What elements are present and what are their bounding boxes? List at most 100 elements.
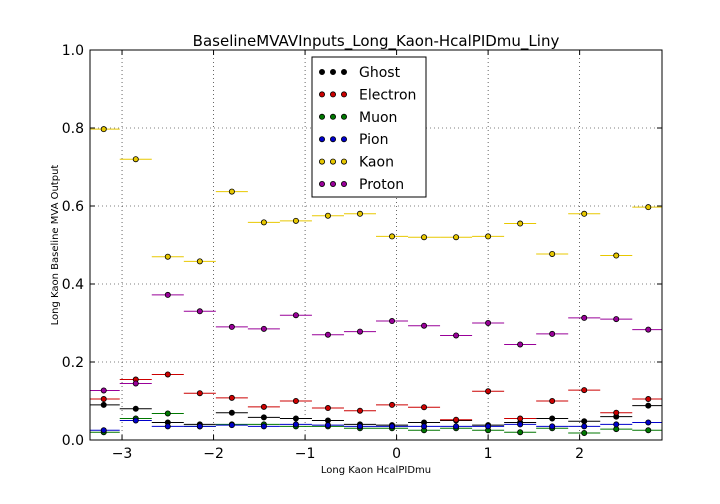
data-point-pion <box>356 423 363 430</box>
legend-label-proton: Proton <box>359 177 404 193</box>
data-point-electron <box>421 404 428 411</box>
data-point-electron <box>164 371 171 378</box>
data-point-electron <box>292 397 299 404</box>
data-point-kaon <box>100 126 107 133</box>
data-point-electron <box>228 394 235 401</box>
data-point-electron <box>453 416 460 423</box>
legend: Ghost Electron Muon Pion Kaon Proton <box>311 56 427 198</box>
legend-item-kaon: Kaon <box>318 155 394 171</box>
data-point-proton <box>613 316 620 323</box>
data-point-proton <box>132 380 139 387</box>
data-point-electron <box>389 401 396 408</box>
legend-marker-kaon <box>340 158 347 165</box>
x-tick-label: −3 <box>112 446 133 462</box>
legend-marker-proton <box>318 180 325 187</box>
y-tick-label: 0.8 <box>62 121 84 137</box>
legend-label-muon: Muon <box>359 110 397 126</box>
data-point-electron <box>549 397 556 404</box>
data-point-pion <box>164 423 171 430</box>
data-point-proton <box>389 318 396 325</box>
data-point-kaon <box>645 204 652 211</box>
data-point-pion <box>485 423 492 430</box>
data-point-proton <box>645 326 652 333</box>
x-tick-label: 2 <box>575 446 584 462</box>
legend-marker-ghost <box>318 69 325 76</box>
legend-marker-ghost <box>329 69 336 76</box>
data-point-kaon <box>260 219 267 226</box>
data-point-proton <box>581 314 588 321</box>
y-tick-label: 0.2 <box>62 355 84 371</box>
data-point-kaon <box>517 220 524 227</box>
data-point-proton <box>453 332 460 339</box>
data-point-electron <box>100 396 107 403</box>
data-point-kaon <box>356 210 363 217</box>
data-point-electron <box>613 409 620 416</box>
data-point-ghost <box>260 414 267 421</box>
legend-marker-kaon <box>318 158 325 165</box>
legend-label-kaon: Kaon <box>359 155 394 171</box>
plot-frame <box>89 49 663 441</box>
legend-marker-pion <box>340 136 347 143</box>
y-axis-label: Long Kaon Baseline MVA Output <box>50 165 61 326</box>
series-proton <box>90 291 662 394</box>
data-point-kaon <box>453 234 460 241</box>
y-tick-label: 0.4 <box>62 277 84 293</box>
axis-ticks: −3 −2 −1 0 1 2 0.0 0.2 0.4 0.6 0.8 1.0 <box>62 43 662 462</box>
data-points <box>90 126 662 436</box>
series-electron <box>90 371 662 423</box>
data-point-pion <box>132 417 139 424</box>
data-point-pion <box>421 423 428 430</box>
x-tick-label: 0 <box>392 446 401 462</box>
legend-item-proton: Proton <box>318 177 404 193</box>
data-point-ghost <box>581 418 588 425</box>
data-point-kaon <box>324 212 331 219</box>
data-point-muon <box>645 427 652 434</box>
data-point-electron <box>517 415 524 422</box>
y-tick-label: 0.0 <box>62 433 84 449</box>
legend-item-ghost: Ghost <box>318 65 401 81</box>
data-point-electron <box>645 396 652 403</box>
data-point-proton <box>485 319 492 326</box>
data-point-pion <box>292 421 299 428</box>
data-point-proton <box>549 330 556 337</box>
data-point-muon <box>517 429 524 436</box>
data-point-kaon <box>613 252 620 259</box>
legend-item-electron: Electron <box>318 87 416 103</box>
data-point-ghost <box>549 415 556 422</box>
data-point-kaon <box>196 258 203 265</box>
data-point-proton <box>292 312 299 319</box>
data-point-ghost <box>645 402 652 409</box>
data-point-proton <box>260 325 267 332</box>
data-point-kaon <box>389 233 396 240</box>
legend-marker-kaon <box>329 158 336 165</box>
data-point-proton <box>356 328 363 335</box>
legend-marker-pion <box>329 136 336 143</box>
legend-marker-pion <box>318 136 325 143</box>
data-point-pion <box>645 419 652 426</box>
legend-item-muon: Muon <box>318 110 397 126</box>
series-pion <box>90 417 662 434</box>
series-kaon <box>90 126 662 265</box>
data-point-kaon <box>132 156 139 163</box>
data-point-kaon <box>228 188 235 195</box>
data-point-ghost <box>132 405 139 412</box>
chart-title: BaselineMVAVInputs_Long_Kaon-HcalPIDmu_L… <box>193 32 560 51</box>
legend-marker-muon <box>329 113 336 120</box>
data-point-kaon <box>581 210 588 217</box>
y-tick-label: 1.0 <box>62 43 84 59</box>
data-point-proton <box>324 331 331 338</box>
data-point-muon <box>164 410 171 417</box>
data-point-kaon <box>549 250 556 257</box>
data-point-proton <box>164 291 171 298</box>
y-tick-label: 0.6 <box>62 199 84 215</box>
legend-marker-electron <box>329 91 336 98</box>
legend-label-pion: Pion <box>359 132 388 148</box>
data-point-pion <box>324 422 331 429</box>
data-point-proton <box>421 322 428 329</box>
data-point-kaon <box>164 253 171 260</box>
data-point-muon <box>581 429 588 436</box>
x-tick-label: 1 <box>484 446 493 462</box>
legend-marker-muon <box>340 113 347 120</box>
data-point-electron <box>196 390 203 397</box>
